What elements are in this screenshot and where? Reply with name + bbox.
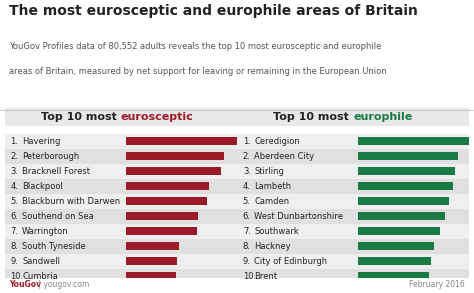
Bar: [358, 242, 434, 250]
Text: South Tyneside: South Tyneside: [22, 242, 86, 251]
Bar: [237, 164, 469, 179]
Bar: [358, 137, 469, 145]
Bar: [237, 209, 469, 224]
Text: YouGov: YouGov: [9, 280, 42, 289]
Text: 7.: 7.: [10, 227, 18, 236]
Bar: [358, 257, 431, 265]
Bar: [237, 149, 469, 164]
Text: areas of Britain, measured by net support for leaving or remaining in the Europe: areas of Britain, measured by net suppor…: [9, 67, 387, 76]
Bar: [5, 269, 237, 284]
Bar: [237, 134, 469, 149]
Bar: [5, 164, 237, 179]
Text: 3.: 3.: [10, 167, 18, 176]
Bar: [358, 152, 458, 161]
Bar: [358, 227, 440, 235]
Bar: [5, 179, 237, 194]
Bar: [126, 272, 176, 280]
Bar: [237, 179, 469, 194]
Text: 5.: 5.: [243, 197, 251, 206]
Bar: [126, 197, 207, 205]
Bar: [358, 272, 429, 280]
Text: 3.: 3.: [243, 167, 251, 176]
Bar: [126, 182, 209, 190]
Text: 8.: 8.: [243, 242, 251, 251]
Bar: [237, 108, 469, 126]
Text: 7.: 7.: [243, 227, 251, 236]
Text: 1.: 1.: [10, 137, 18, 146]
Text: February 2016: February 2016: [409, 280, 465, 289]
Bar: [237, 194, 469, 209]
Bar: [126, 152, 224, 161]
Bar: [358, 197, 449, 205]
Text: The most eurosceptic and europhile areas of Britain: The most eurosceptic and europhile areas…: [9, 4, 419, 18]
Text: Blackpool: Blackpool: [22, 182, 63, 191]
Bar: [126, 242, 179, 250]
Text: 6.: 6.: [243, 212, 251, 221]
Text: Warrington: Warrington: [22, 227, 69, 236]
Bar: [5, 224, 237, 239]
Text: 2.: 2.: [10, 152, 18, 161]
Text: YouGov Profiles data of 80,552 adults reveals the top 10 most eurosceptic and eu: YouGov Profiles data of 80,552 adults re…: [9, 42, 382, 51]
Bar: [358, 182, 453, 190]
Bar: [5, 149, 237, 164]
Text: 5.: 5.: [10, 197, 18, 206]
Bar: [5, 134, 237, 149]
Text: 10.: 10.: [10, 272, 24, 281]
Text: Top 10 most eurosceptic: Top 10 most eurosceptic: [45, 112, 197, 122]
Bar: [5, 254, 237, 269]
Text: 9.: 9.: [243, 257, 251, 266]
Text: Stirling: Stirling: [255, 167, 284, 176]
Text: eurosceptic: eurosceptic: [121, 112, 193, 122]
Bar: [126, 167, 221, 176]
Text: 4.: 4.: [10, 182, 18, 191]
Text: 4.: 4.: [243, 182, 251, 191]
Text: 6.: 6.: [10, 212, 18, 221]
Bar: [358, 167, 455, 176]
Text: 9.: 9.: [10, 257, 18, 266]
Text: Cumbria: Cumbria: [22, 272, 58, 281]
Text: Aberdeen City: Aberdeen City: [255, 152, 315, 161]
Bar: [5, 108, 237, 126]
Text: West Dunbartonshire: West Dunbartonshire: [255, 212, 344, 221]
Bar: [358, 212, 445, 220]
Text: Lambeth: Lambeth: [255, 182, 292, 191]
Text: Ceredigion: Ceredigion: [255, 137, 300, 146]
Bar: [5, 239, 237, 254]
Text: Southend on Sea: Southend on Sea: [22, 212, 94, 221]
Text: Top 10 most: Top 10 most: [273, 112, 353, 122]
Bar: [126, 257, 177, 265]
Text: Hackney: Hackney: [255, 242, 291, 251]
Text: Top 10 most: Top 10 most: [41, 112, 121, 122]
Bar: [126, 227, 197, 235]
Text: City of Edinburgh: City of Edinburgh: [255, 257, 328, 266]
Text: 10.: 10.: [243, 272, 256, 281]
Text: 8.: 8.: [10, 242, 18, 251]
Bar: [5, 209, 237, 224]
Text: Bracknell Forest: Bracknell Forest: [22, 167, 90, 176]
Text: europhile: europhile: [353, 112, 412, 122]
Bar: [237, 224, 469, 239]
Text: Blackburn with Darwen: Blackburn with Darwen: [22, 197, 120, 206]
Text: Sandwell: Sandwell: [22, 257, 60, 266]
Bar: [126, 137, 237, 145]
Bar: [5, 194, 237, 209]
Text: | yougov.com: | yougov.com: [36, 280, 89, 289]
Bar: [237, 239, 469, 254]
Text: 2.: 2.: [243, 152, 251, 161]
Bar: [237, 269, 469, 284]
Text: Southwark: Southwark: [255, 227, 299, 236]
Text: Brent: Brent: [255, 272, 278, 281]
Text: Camden: Camden: [255, 197, 290, 206]
Bar: [237, 254, 469, 269]
Text: 1.: 1.: [243, 137, 251, 146]
Text: Peterborough: Peterborough: [22, 152, 80, 161]
Text: Top 10 most europhile: Top 10 most europhile: [283, 112, 423, 122]
Text: Havering: Havering: [22, 137, 61, 146]
Bar: [126, 212, 198, 220]
